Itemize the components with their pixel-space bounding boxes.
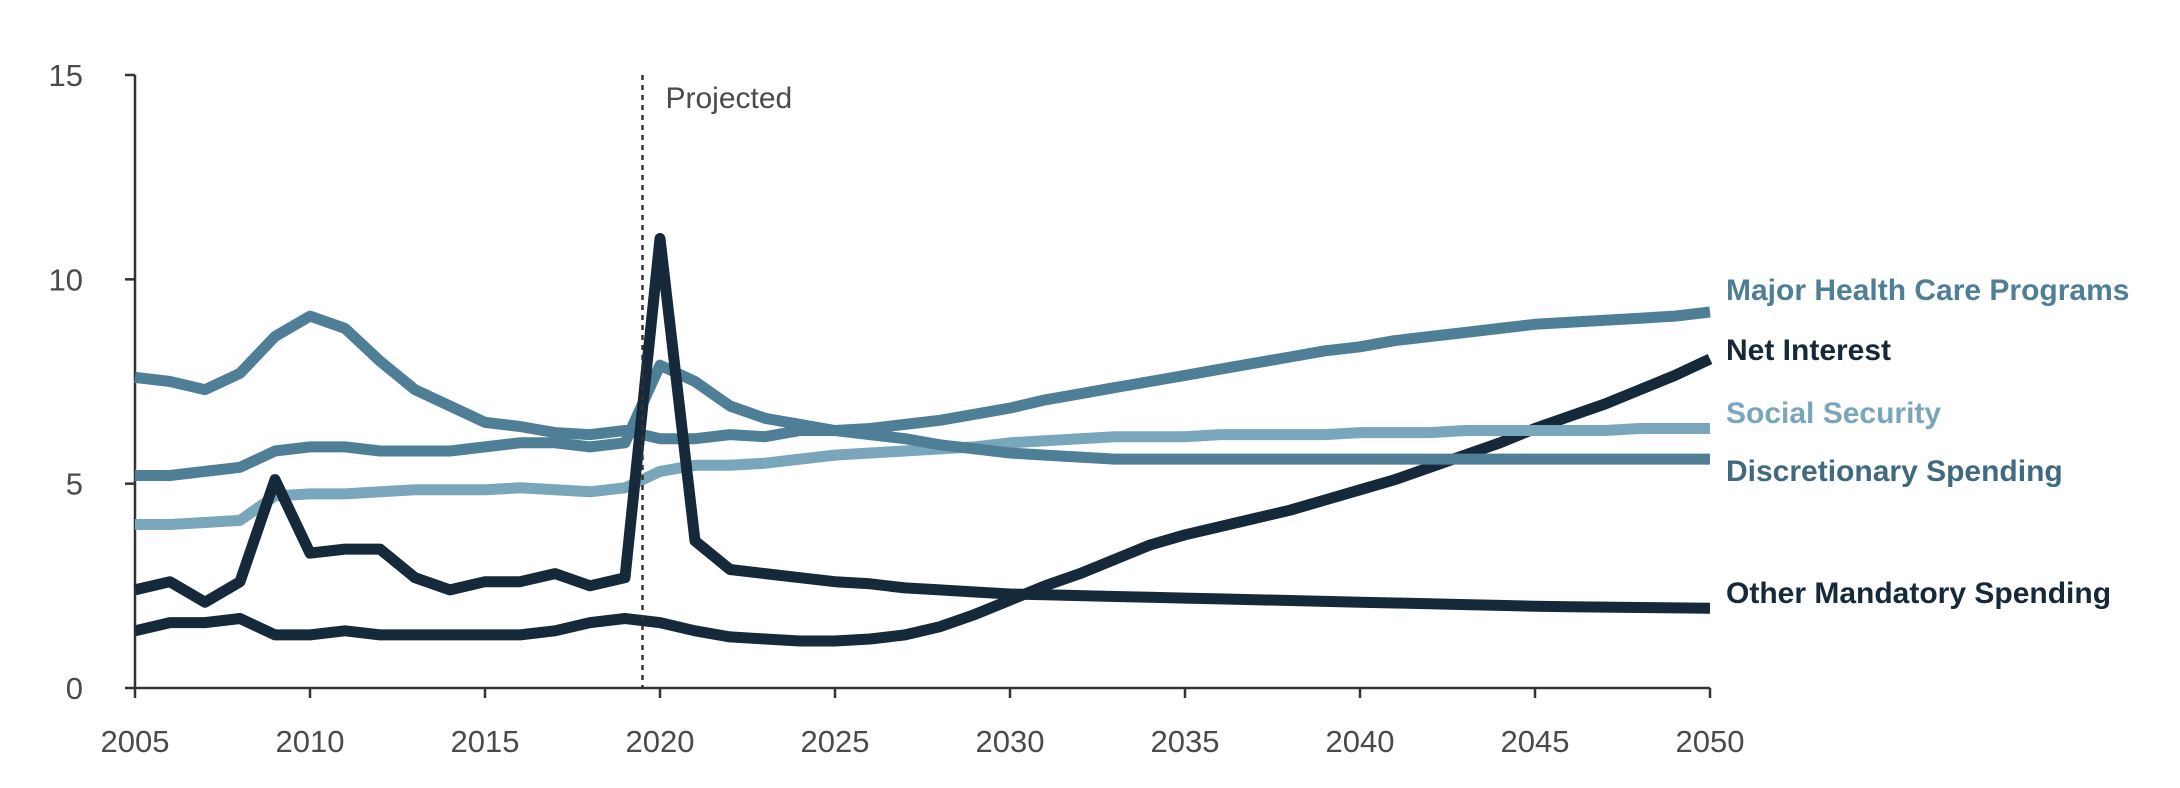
label-major-health-care-programs: Major Health Care Programs [1726,274,2129,307]
y-tick-label: 5 [66,467,83,502]
series-lines [133,233,1713,647]
x-tick-label: 2045 [1501,724,1570,759]
x-tick-label: 2030 [976,724,1045,759]
y-tick-label: 10 [49,262,83,297]
series-net-interest [133,354,1713,647]
label-net-interest: Net Interest [1726,334,1891,367]
x-tick-label: 2040 [1326,724,1395,759]
projected-annotation: Projected [666,82,793,115]
label-social-security: Social Security [1726,397,1941,430]
y-tick-label: 15 [49,58,83,93]
x-tick-label: 2015 [451,724,520,759]
x-tick-label: 2035 [1151,724,1220,759]
label-discretionary-spending: Discretionary Spending [1726,455,2063,488]
series-other-mandatory-spending [133,233,1711,614]
series-social-security [135,423,1710,530]
y-tick-label: 0 [66,671,83,706]
series-discretionary-spending [134,310,1710,465]
axes [133,75,1710,690]
ticks: 2005 2010 2015 2020 2025 2030 2035 2040 2045 2050… [49,58,1745,759]
label-other-mandatory-spending: Other Mandatory Spending [1726,577,2111,610]
x-tick-label: 2050 [1676,724,1745,759]
x-tick-label: 2020 [626,724,695,759]
x-tick-label: 2010 [276,724,345,759]
x-tick-label: 2025 [801,724,870,759]
x-tick-label: 2005 [101,724,170,759]
series-major-health-care-programs [135,306,1711,481]
